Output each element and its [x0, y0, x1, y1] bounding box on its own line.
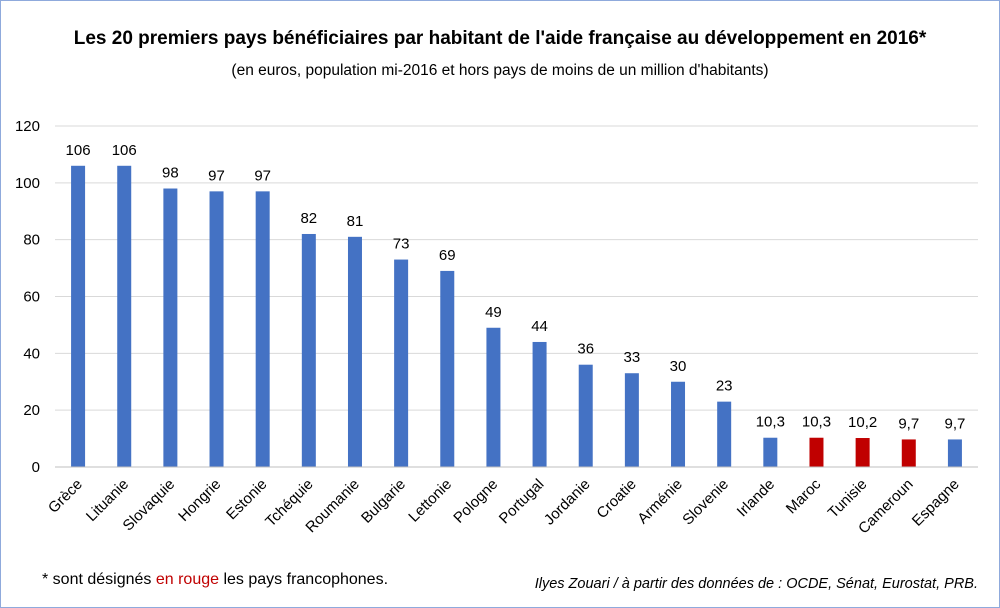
y-tick-label: 20: [23, 402, 40, 419]
bar: [717, 401, 732, 467]
data-label: 33: [624, 349, 641, 366]
bar: [578, 364, 593, 467]
data-label: 10,2: [848, 414, 877, 431]
data-label: 23: [716, 378, 733, 395]
bar: [301, 233, 316, 467]
x-tick-label: Portugal: [496, 476, 548, 528]
y-tick-label: 80: [23, 232, 40, 249]
x-tick-label: Espagne: [909, 476, 963, 530]
data-label: 49: [485, 304, 502, 321]
footnote-prefix: * sont désignés: [42, 571, 156, 588]
x-tick-label: Irlande: [734, 476, 778, 520]
bar: [763, 437, 778, 467]
data-label: 106: [66, 142, 91, 159]
data-label: 30: [670, 358, 687, 375]
bar: [855, 438, 870, 467]
data-label: 9,7: [944, 415, 965, 432]
data-label: 73: [393, 236, 410, 253]
bar: [624, 373, 639, 467]
x-tick-label: Maroc: [783, 475, 825, 517]
bar: [532, 341, 547, 467]
bar: [486, 327, 501, 467]
data-label: 98: [162, 165, 179, 182]
bar: [163, 188, 178, 467]
chart-subtitle: (en euros, population mi-2016 et hors pa…: [231, 62, 769, 79]
footnote-highlight: en rouge: [155, 571, 220, 588]
bar: [901, 439, 916, 467]
source-credit: Ilyes Zouari / à partir des données de :…: [534, 576, 978, 592]
bar: [255, 191, 270, 467]
y-tick-label: 60: [23, 289, 40, 306]
data-label: 36: [577, 341, 594, 358]
x-tick-label: Croatie: [593, 476, 639, 522]
data-label: 9,7: [898, 415, 919, 432]
data-label: 97: [208, 167, 225, 184]
bar: [947, 439, 962, 467]
x-tick-label: Jordanie: [541, 476, 594, 529]
data-label: 69: [439, 247, 456, 264]
y-tick-label: 0: [32, 459, 40, 476]
bar: [71, 165, 86, 468]
footnote: * sont désignés en rouge les pays franco…: [42, 571, 388, 589]
x-tick-label: Tunisie: [825, 476, 871, 522]
x-tick-label: Grèce: [45, 476, 86, 517]
bar: [394, 259, 409, 467]
x-tick-label: Pologne: [450, 476, 501, 527]
x-tick-label: Slovenie: [679, 476, 732, 529]
data-label: 82: [300, 210, 317, 227]
x-tick-label: Hongrie: [175, 476, 224, 525]
bar: [671, 381, 686, 467]
bar: [117, 165, 132, 468]
data-label: 97: [254, 167, 271, 184]
data-label: 106: [112, 142, 137, 159]
y-tick-label: 40: [23, 345, 40, 362]
bar: [347, 236, 362, 467]
data-label: 10,3: [756, 414, 785, 431]
data-label: 10,3: [802, 414, 831, 431]
x-tick-label: Lettonie: [405, 476, 455, 526]
bar: [209, 191, 224, 467]
data-label: 44: [531, 318, 548, 335]
footnote-suffix: les pays francophones.: [219, 571, 389, 588]
bar: [809, 437, 824, 467]
x-tick-label: Bulgarie: [358, 476, 409, 527]
bar: [440, 270, 455, 467]
x-tick-label: Arménie: [634, 476, 686, 528]
data-label: 81: [347, 213, 364, 230]
chart-title: Les 20 premiers pays bénéficiaires par h…: [73, 28, 927, 49]
y-tick-label: 100: [15, 175, 40, 192]
y-tick-label: 120: [15, 118, 40, 135]
